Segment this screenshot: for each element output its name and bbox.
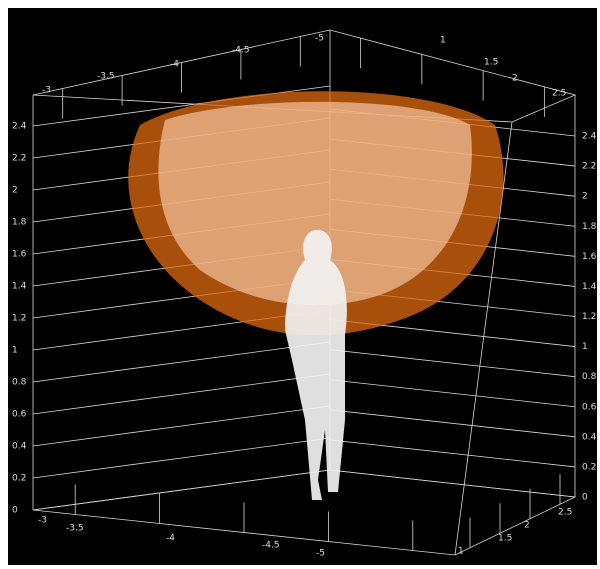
height-tick-label: 2 <box>582 192 588 202</box>
axis-labels: 0 0.2 0.4 0.6 0.8 1 1.2 1.4 1.6 1.8 2 2.2 2.4 0 0.2 0.4… <box>12 34 597 559</box>
grid-line <box>32 437 331 479</box>
height-tick-label: 0 <box>582 493 588 503</box>
height-tick-label: 1 <box>582 342 588 352</box>
height-tick-label: 2.4 <box>12 122 27 132</box>
height-tick-label: 0.8 <box>12 378 27 388</box>
height-tick-label: 0.6 <box>582 402 597 412</box>
horizontal-tick-label: -3 <box>38 516 47 526</box>
height-tick-label: 0.2 <box>12 474 26 484</box>
horizontal-tick-label: -4.5 <box>262 541 280 551</box>
grid-line <box>32 373 331 415</box>
height-tick-label: 1.4 <box>12 282 27 292</box>
grid-line <box>329 409 576 438</box>
height-tick-label: 0.6 <box>12 410 27 420</box>
horizontal-tick-label: 1.5 <box>484 58 498 68</box>
height-tick-label: 2.2 <box>582 162 596 172</box>
grid-line <box>32 469 331 511</box>
height-tick-label: 2.2 <box>12 154 26 164</box>
height-tick-label: 1.4 <box>582 282 597 292</box>
height-tick-label: 0.4 <box>582 432 597 442</box>
height-tick-label: 1.8 <box>582 222 597 232</box>
horizontal-tick-label: 1 <box>458 547 464 557</box>
height-tick-label: 1.2 <box>582 312 596 322</box>
horizontal-tick-label: -4 <box>170 60 179 70</box>
horizontal-tick-label: 2 <box>512 74 518 84</box>
height-tick-label: 1.2 <box>12 314 26 324</box>
horizontal-tick-label: -5 <box>316 549 325 559</box>
grid-line <box>32 341 331 383</box>
horizontal-tick-label: -3.5 <box>97 72 115 82</box>
volume <box>128 91 504 500</box>
horizontal-tick-label: -4.5 <box>232 46 250 56</box>
horizontal-tick-label: 2.5 <box>552 89 566 99</box>
height-tick-label: 1.6 <box>582 252 597 262</box>
height-tick-label: 2 <box>12 186 18 196</box>
horizontal-tick-label: 1 <box>440 36 446 46</box>
horizontal-tick-label: -3 <box>42 86 51 96</box>
horizontal-tick-label: -4 <box>166 534 175 544</box>
grid-line <box>329 439 576 468</box>
height-tick-label: 1 <box>12 346 18 356</box>
grid-line <box>329 349 576 378</box>
grid-line <box>32 405 331 447</box>
height-tick-label: 0.2 <box>582 462 596 472</box>
height-tick-label: 0.8 <box>582 372 597 382</box>
inner-surface <box>158 101 472 306</box>
horizontal-tick-label: 2.5 <box>558 508 572 518</box>
height-tick-label: 1.8 <box>12 218 27 228</box>
height-tick-label: 1.6 <box>12 250 27 260</box>
grid-line <box>329 379 576 408</box>
height-tick-label: 0.4 <box>12 442 27 452</box>
horizontal-tick-label: 1.5 <box>498 534 512 544</box>
human-figure <box>285 229 347 500</box>
grid-line <box>329 469 576 498</box>
horizontal-tick-label: -3.5 <box>66 524 84 534</box>
height-tick-label: 0 <box>12 506 18 516</box>
height-tick-label: 2.4 <box>582 132 597 142</box>
horizontal-tick-label: 2 <box>524 521 530 531</box>
horizontal-tick-label: -5 <box>315 34 324 44</box>
